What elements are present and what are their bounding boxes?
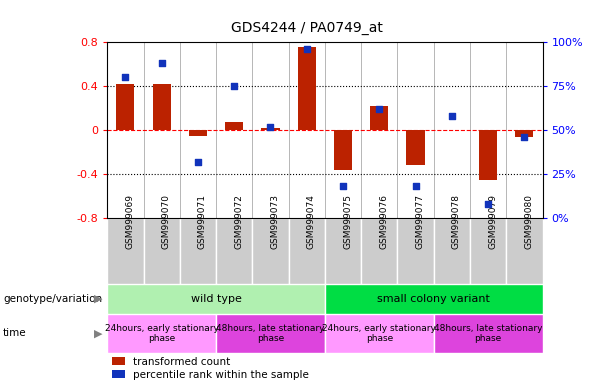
Text: GSM999077: GSM999077 bbox=[416, 194, 425, 249]
Bar bbox=[261, 128, 280, 130]
Bar bbox=[216, 218, 253, 284]
Bar bbox=[516, 130, 533, 137]
Bar bbox=[189, 130, 207, 136]
Bar bbox=[216, 314, 325, 353]
Text: GSM999070: GSM999070 bbox=[162, 194, 170, 249]
Bar bbox=[325, 314, 434, 353]
Point bbox=[157, 60, 167, 66]
Text: GSM999080: GSM999080 bbox=[524, 194, 533, 249]
Bar bbox=[325, 284, 543, 314]
Text: GSM999078: GSM999078 bbox=[452, 194, 461, 249]
Bar bbox=[153, 84, 171, 130]
Text: ▶: ▶ bbox=[94, 328, 102, 338]
Point bbox=[375, 106, 384, 112]
Point bbox=[519, 134, 529, 140]
Text: GSM999072: GSM999072 bbox=[234, 194, 243, 249]
Legend: transformed count, percentile rank within the sample: transformed count, percentile rank withi… bbox=[112, 356, 309, 380]
Text: GSM999073: GSM999073 bbox=[270, 194, 280, 249]
Point bbox=[411, 183, 421, 189]
Bar bbox=[370, 106, 389, 130]
Text: GSM999079: GSM999079 bbox=[488, 194, 497, 249]
Text: GSM999075: GSM999075 bbox=[343, 194, 352, 249]
Bar bbox=[361, 218, 397, 284]
Bar bbox=[298, 46, 316, 130]
Bar bbox=[470, 218, 506, 284]
Bar bbox=[334, 130, 352, 170]
Text: 24hours, early stationary
phase: 24hours, early stationary phase bbox=[322, 324, 436, 343]
Bar bbox=[143, 218, 180, 284]
Bar bbox=[107, 284, 325, 314]
Text: ▶: ▶ bbox=[94, 294, 102, 304]
Point bbox=[338, 183, 348, 189]
Text: genotype/variation: genotype/variation bbox=[3, 294, 102, 304]
Point bbox=[229, 83, 239, 89]
Bar bbox=[180, 218, 216, 284]
Bar bbox=[116, 84, 134, 130]
Text: wild type: wild type bbox=[191, 294, 242, 304]
Text: GDS4244 / PA0749_at: GDS4244 / PA0749_at bbox=[230, 21, 383, 35]
Bar bbox=[506, 218, 543, 284]
Point bbox=[302, 46, 311, 52]
Bar bbox=[325, 218, 361, 284]
Bar bbox=[225, 122, 243, 130]
Bar bbox=[107, 218, 143, 284]
Text: 48hours, late stationary
phase: 48hours, late stationary phase bbox=[216, 324, 325, 343]
Point bbox=[265, 124, 275, 130]
Text: GSM999071: GSM999071 bbox=[198, 194, 207, 249]
Bar bbox=[406, 130, 425, 166]
Point bbox=[193, 159, 203, 165]
Bar bbox=[253, 218, 289, 284]
Bar bbox=[107, 314, 216, 353]
Bar bbox=[434, 218, 470, 284]
Text: 24hours, early stationary
phase: 24hours, early stationary phase bbox=[105, 324, 219, 343]
Point bbox=[447, 113, 457, 119]
Point bbox=[121, 74, 131, 81]
Text: GSM999069: GSM999069 bbox=[126, 194, 134, 249]
Bar bbox=[289, 218, 325, 284]
Bar bbox=[433, 314, 543, 353]
Text: GSM999074: GSM999074 bbox=[306, 194, 316, 249]
Text: GSM999076: GSM999076 bbox=[379, 194, 388, 249]
Bar bbox=[479, 130, 497, 180]
Text: time: time bbox=[3, 328, 27, 338]
Text: small colony variant: small colony variant bbox=[377, 294, 490, 304]
Text: 48hours, late stationary
phase: 48hours, late stationary phase bbox=[434, 324, 543, 343]
Bar bbox=[397, 218, 433, 284]
Point bbox=[483, 201, 493, 207]
